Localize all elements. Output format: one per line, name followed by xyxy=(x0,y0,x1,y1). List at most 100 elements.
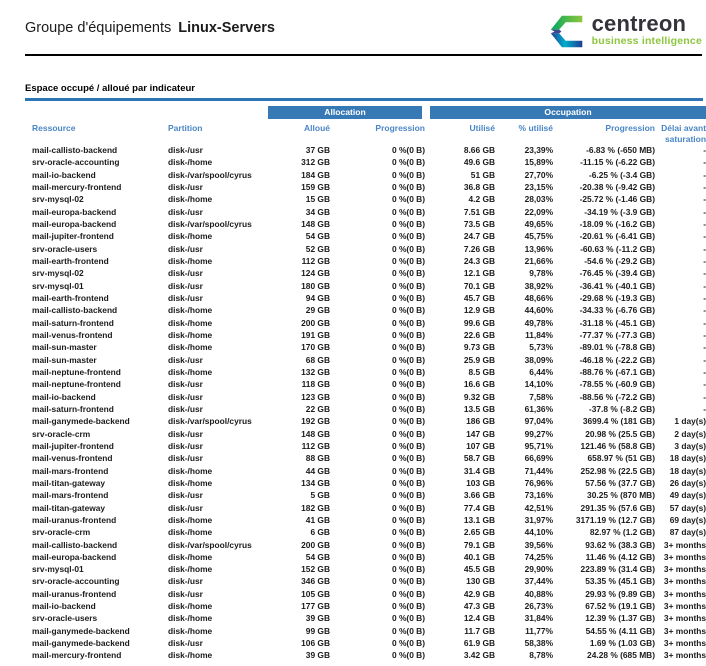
allocated-cell: 44 GB xyxy=(305,465,330,476)
resource-cell: mail-io-backend xyxy=(32,391,96,402)
occupation-progression-cell: 121.46 % (58.8 GB) xyxy=(580,440,656,451)
used-percent-cell: 26,73% xyxy=(524,601,554,612)
allocated-cell: 94 GB xyxy=(305,292,330,303)
resource-cell: mail-mercury-frontend xyxy=(32,650,122,661)
table-row: mail-callisto-backend disk-/var/spool/cy… xyxy=(25,539,706,551)
allocated-cell: 34 GB xyxy=(305,206,330,217)
table-row: mail-venus-frontend disk-/usr 88 GB 0 %(… xyxy=(25,452,706,464)
allocated-cell: 99 GB xyxy=(305,625,330,636)
resource-cell: mail-ganymede-backend xyxy=(32,416,130,427)
used-percent-cell: 7,58% xyxy=(529,391,554,402)
saturation-delay-cell: 26 day(s) xyxy=(669,477,706,488)
allocation-progression-cell: 0 %(0 B) xyxy=(391,490,426,501)
used-percent-cell: 23,15% xyxy=(524,181,554,192)
resource-cell: mail-sun-master xyxy=(32,342,97,353)
table-row: mail-sun-master disk-/home 170 GB 0 %(0 … xyxy=(25,341,706,353)
allocation-progression-cell: 0 %(0 B) xyxy=(391,317,426,328)
allocated-cell: 52 GB xyxy=(305,243,330,254)
partition-cell: disk-/usr xyxy=(168,292,203,303)
resource-cell: mail-saturn-frontend xyxy=(32,403,114,414)
used-cell: 77.4 GB xyxy=(463,502,496,513)
used-percent-cell: 95,71% xyxy=(524,440,554,451)
allocated-cell: 39 GB xyxy=(305,613,330,624)
table-row: mail-europa-backend disk-/usr 34 GB 0 %(… xyxy=(25,206,706,218)
saturation-delay-cell: 3+ months xyxy=(663,576,706,587)
saturation-delay-cell: 3 day(s) xyxy=(674,440,706,451)
resource-cell: mail-mercury-frontend xyxy=(32,181,122,192)
saturation-delay-cell: 3+ months xyxy=(663,650,706,661)
partition-cell: disk-/home xyxy=(168,157,213,168)
resource-cell: mail-europa-backend xyxy=(32,551,117,562)
used-cell: 147 GB xyxy=(466,428,496,439)
allocated-cell: 134 GB xyxy=(301,477,330,488)
used-percent-cell: 61,36% xyxy=(524,403,554,414)
column-header-row: Ressource Partition Alloué Progression U… xyxy=(25,119,706,144)
partition-cell: disk-/home xyxy=(168,625,213,636)
used-cell: 12.1 GB xyxy=(463,268,496,279)
occupation-progression-cell: 93.62 % (38.3 GB) xyxy=(585,539,656,550)
used-cell: 9.32 GB xyxy=(463,391,496,402)
used-percent-cell: 31,84% xyxy=(524,613,554,624)
allocated-cell: 148 GB xyxy=(301,428,330,439)
partition-cell: disk-/usr xyxy=(168,379,203,390)
used-cell: 107 GB xyxy=(466,440,496,451)
allocation-progression-cell: 0 %(0 B) xyxy=(391,268,426,279)
used-cell: 40.1 GB xyxy=(463,551,496,562)
allocated-cell: 88 GB xyxy=(305,453,330,464)
saturation-delay-cell: 3+ months xyxy=(663,564,706,575)
partition-cell: disk-/home xyxy=(168,527,213,538)
saturation-delay-cell: - xyxy=(703,243,706,254)
occupation-progression-cell: -34.33 % (-6.76 GB) xyxy=(579,305,656,316)
allocation-progression-cell: 0 %(0 B) xyxy=(391,625,426,636)
occupation-progression-cell: -6.25 % (-3.4 GB) xyxy=(588,169,656,180)
resource-cell: mail-earth-frontend xyxy=(32,292,109,303)
resource-cell: srv-oracle-crm xyxy=(32,428,91,439)
used-cell: 51 GB xyxy=(470,169,496,180)
allocation-progression-cell: 0 %(0 B) xyxy=(391,588,426,599)
partition-cell: disk-/home xyxy=(168,255,213,266)
partition-cell: disk-/home xyxy=(168,650,213,661)
used-cell: 73.5 GB xyxy=(463,218,496,229)
section-title: Espace occupé / alloué par indicateur xyxy=(25,83,196,94)
saturation-delay-cell: 69 day(s) xyxy=(669,514,706,525)
allocation-progression-cell: 0 %(0 B) xyxy=(391,638,426,649)
allocated-cell: 112 GB xyxy=(301,440,330,451)
allocation-progression-cell: 0 %(0 B) xyxy=(391,551,426,562)
col-header-partition: Partition xyxy=(168,123,203,133)
used-percent-cell: 49,78% xyxy=(524,317,554,328)
saturation-delay-cell: - xyxy=(703,329,706,340)
used-percent-cell: 97,04% xyxy=(524,416,554,427)
used-percent-cell: 22,09% xyxy=(524,206,554,217)
centreon-logo-icon xyxy=(550,15,582,48)
resource-cell: mail-callisto-backend xyxy=(32,305,118,316)
resource-cell: srv-mysql-02 xyxy=(32,268,84,279)
table-row: mail-saturn-frontend disk-/home 200 GB 0… xyxy=(25,317,706,329)
used-percent-cell: 71,44% xyxy=(524,465,554,476)
resource-cell: mail-ganymede-backend xyxy=(32,638,130,649)
partition-cell: disk-/usr xyxy=(168,354,203,365)
allocated-cell: 68 GB xyxy=(305,354,330,365)
resource-cell: mail-jupiter-frontend xyxy=(32,440,114,451)
saturation-delay-cell: - xyxy=(703,231,706,242)
saturation-delay-cell: - xyxy=(703,181,706,192)
allocation-progression-cell: 0 %(0 B) xyxy=(391,157,426,168)
used-cell: 13.5 GB xyxy=(463,403,496,414)
partition-cell: disk-/var/spool/cyrus xyxy=(168,169,252,180)
table-row: mail-neptune-frontend disk-/usr 118 GB 0… xyxy=(25,378,706,390)
used-percent-cell: 99,27% xyxy=(524,428,554,439)
used-cell: 4.2 GB xyxy=(468,194,496,205)
allocation-progression-cell: 0 %(0 B) xyxy=(391,280,426,291)
logo-tagline-text: business intelligence xyxy=(591,35,702,47)
partition-cell: disk-/home xyxy=(168,317,213,328)
used-cell: 3.42 GB xyxy=(463,650,496,661)
used-percent-cell: 9,78% xyxy=(529,268,554,279)
group-header-row: Allocation Occupation xyxy=(25,106,706,119)
resource-cell: mail-callisto-backend xyxy=(32,539,118,550)
saturation-delay-cell: - xyxy=(703,403,706,414)
page-title: Groupe d'équipements Linux-Servers xyxy=(25,20,275,36)
saturation-delay-cell: 1 day(s) xyxy=(674,416,706,427)
used-percent-cell: 29,90% xyxy=(524,564,554,575)
partition-cell: disk-/usr xyxy=(168,638,203,649)
used-cell: 8.66 GB xyxy=(463,145,496,155)
allocated-cell: 6 GB xyxy=(310,527,330,538)
